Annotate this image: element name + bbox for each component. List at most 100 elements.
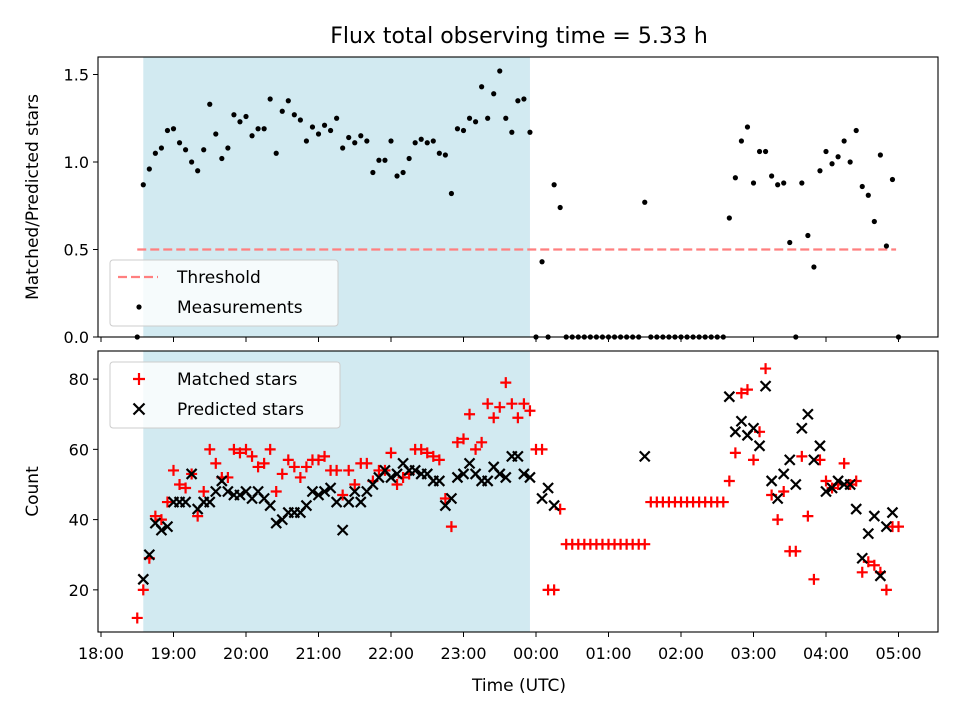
y-tick-label: 1.0 [64,153,89,172]
measurement-point [243,113,249,120]
predicted-star-point [808,454,820,466]
measurement-point [847,159,853,165]
predicted-star-point [264,499,276,512]
predicted-star-point [234,489,246,501]
matched-star-point [270,486,282,497]
measurement-point [865,192,871,198]
predicted-star-point [753,440,766,452]
measurement-point [158,145,165,151]
predicted-star-point [481,475,494,487]
matched-star-point [198,486,210,497]
matched-star-point [180,482,192,494]
matched-star-point [790,545,802,557]
measurement-point [448,190,455,197]
measurement-point [376,157,382,163]
measurement-point [207,101,213,107]
measurement-point [267,96,273,102]
predicted-star-point [783,454,796,466]
legend-label: Threshold [176,268,261,288]
axes-frame [97,56,939,338]
predicted-star-point [336,524,349,536]
measurement-point [146,166,152,172]
predicted-star-point [500,471,512,484]
matched-star-point [470,443,482,455]
matched-star-point [240,443,252,455]
x-tick-label: 01:00 [585,644,631,663]
x-tick-label: 02:00 [658,644,704,663]
x-tick-label: 20:00 [223,644,269,663]
measurement-point [829,161,835,167]
legend-label: Matched stars [177,370,297,390]
x-tick-label: 21:00 [295,644,341,663]
predicted-star-point [868,510,881,522]
matched-star-point [506,398,518,410]
predicted-star-point [759,380,772,392]
predicted-star-point [185,468,198,480]
matched-star-point [349,478,361,490]
matched-star-point [228,443,240,455]
measurement-point [823,148,829,155]
predicted-star-point [747,422,760,435]
predicted-star-point [300,499,313,512]
matched-star-point [300,461,312,473]
measurement-point [756,148,763,155]
matched-star-point [723,475,735,487]
predicted-star-point [203,496,216,508]
measurement-point [213,131,219,137]
predicted-star-point [862,527,875,540]
matched-star-point [524,405,536,417]
predicted-star-point [451,471,464,484]
measurement-point [871,218,877,225]
predicted-star-point [270,517,282,529]
measurement-point [436,150,442,156]
predicted-star-point [342,496,355,508]
y-tick-label: 60 [69,440,89,459]
predicted-star-point [330,496,343,508]
measurement-point [358,133,364,139]
legend-box [109,259,339,327]
x-tick-label: 19:00 [150,644,196,663]
measurement-point [883,243,890,249]
measurement-point [799,180,805,186]
measurement-point [370,169,376,176]
measurement-point [509,129,515,135]
predicted-star-point [723,390,736,403]
matched-star-point [343,464,355,476]
predicted-star-point [814,440,826,452]
predicted-star-point [161,520,174,533]
matched-star-point [760,363,772,375]
measurement-point [744,124,751,130]
predicted-star-point [777,468,790,480]
measurement-point [738,138,745,144]
measurement-point [460,127,467,134]
x-tick-label: 23:00 [440,644,486,663]
measurement-point [557,204,563,211]
matched-star-point [476,436,488,448]
matched-star-point [741,384,753,396]
matched-star-point [536,443,548,455]
measurement-point [261,126,267,132]
matched-star-point [893,521,904,533]
matched-star-point [246,450,258,462]
measurement-point [781,180,787,186]
matched-star-point [264,443,276,455]
predicted-star-point [312,489,325,501]
measurement-point [515,98,521,104]
predicted-star-point [306,485,319,498]
predicted-star-point [820,485,832,498]
predicted-star-point [524,471,536,484]
matched-star-point [391,478,403,490]
predicted-star-point [385,471,397,484]
measurement-point [364,138,370,144]
predicted-star-point [216,475,228,487]
measurement-point [859,183,865,190]
y-tick-label: 0.0 [64,328,89,347]
matched-star-point [319,450,331,462]
measurement-point [303,138,310,144]
matched-star-point [820,475,832,487]
predicted-star-point [542,482,554,494]
matched-star-point [445,521,457,533]
measurement-point [406,155,412,162]
measurement-point [340,145,346,151]
matched-star-point [464,408,476,420]
